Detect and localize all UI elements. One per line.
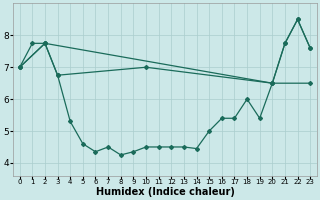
X-axis label: Humidex (Indice chaleur): Humidex (Indice chaleur) [96, 187, 234, 197]
